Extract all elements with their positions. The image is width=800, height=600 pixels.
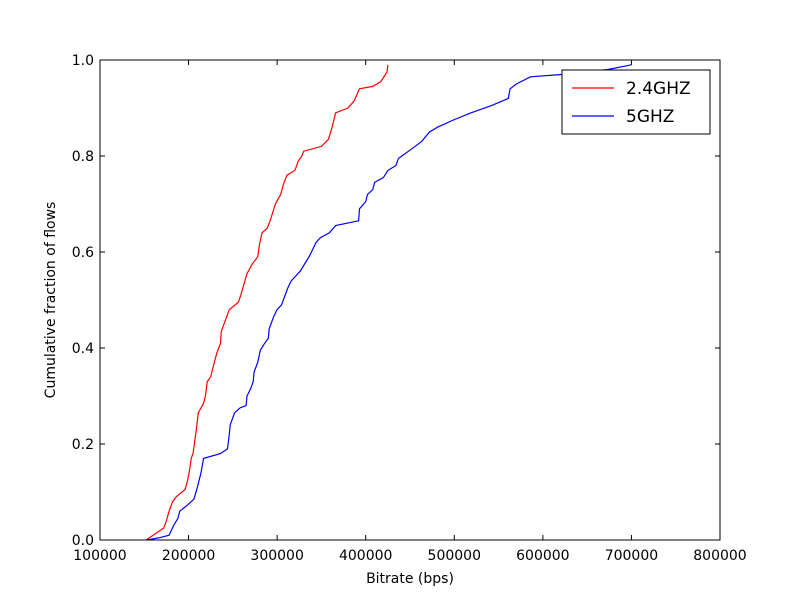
y-axis-ticks: 0.0 0.2 0.4 0.6 0.8 1.0 <box>72 53 720 549</box>
y-tick-label: 0.4 <box>72 341 94 357</box>
y-tick-label: 0.0 <box>72 533 94 549</box>
x-tick-label: 800000 <box>693 548 746 564</box>
x-tick-label: 300000 <box>250 548 303 564</box>
x-tick-label: 600000 <box>516 548 569 564</box>
x-tick-label: 400000 <box>339 548 392 564</box>
series-line-2-4ghz <box>145 64 389 541</box>
y-tick-label: 0.6 <box>72 245 94 261</box>
plot-frame <box>99 59 721 541</box>
y-tick-label: 0.8 <box>72 149 94 165</box>
y-tick-label: 1.0 <box>72 53 94 69</box>
series-line-5ghz <box>146 64 632 541</box>
x-tick-label: 700000 <box>605 548 658 564</box>
legend-entry: 2.4GHZ <box>626 79 691 99</box>
legend-entry: 5GHZ <box>626 107 674 127</box>
x-tick-label: 500000 <box>428 548 481 564</box>
x-tick-label: 200000 <box>162 548 215 564</box>
x-axis-label: Bitrate (bps) <box>366 571 454 587</box>
series-layer <box>145 64 632 541</box>
x-tick-label: 100000 <box>73 548 126 564</box>
y-tick-label: 0.2 <box>72 437 94 453</box>
y-axis-label: Cumulative fraction of flows <box>43 202 59 399</box>
legend: 2.4GHZ 5GHZ <box>561 69 711 135</box>
x-axis-ticks: 100000 200000 300000 400000 500000 600000 7000… <box>73 60 747 564</box>
legend-box <box>561 69 711 135</box>
